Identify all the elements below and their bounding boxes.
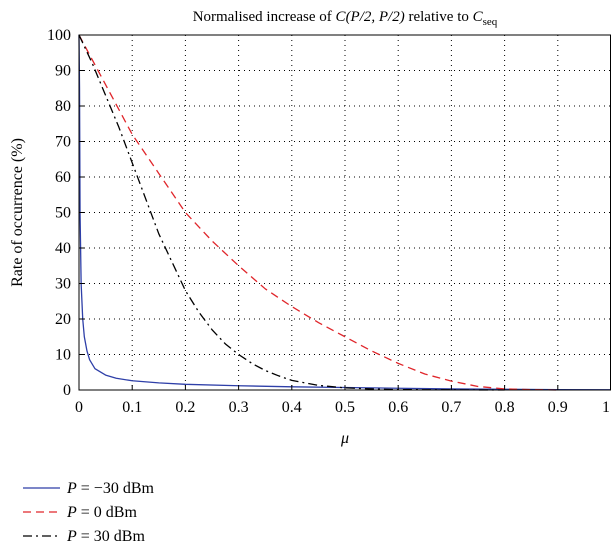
y-axis-label: Rate of occurrence (%) — [9, 138, 26, 287]
x-tick-label: 0.3 — [229, 399, 249, 416]
x-tick-label: 0.2 — [175, 399, 195, 416]
y-tick-label: 60 — [55, 169, 71, 186]
series-line-1 — [78, 34, 611, 391]
series-line-3 — [78, 34, 505, 391]
y-tick-label: 10 — [55, 347, 71, 364]
y-tick-label: 70 — [55, 134, 71, 151]
x-tick-label: 0.4 — [282, 399, 302, 416]
ticks: 0 0.1 0.2 0.3 0.4 0.5 0.6 0.7 0.8 0.9 101020304050… — [47, 27, 611, 416]
x-tick-label: 0.1 — [122, 399, 142, 416]
y-tick-label: 30 — [55, 276, 71, 293]
x-tick-label: 0.6 — [388, 399, 408, 416]
y-tick-label: 50 — [55, 205, 71, 222]
legend-label: P = −30 dBm — [66, 480, 155, 497]
y-tick-label: 100 — [47, 27, 71, 44]
chart-title-sub-base: C — [473, 9, 484, 25]
y-tick-label: 40 — [55, 240, 71, 257]
y-tick-label: 0 — [63, 382, 71, 399]
x-tick-label: 0.7 — [441, 399, 461, 416]
grid — [79, 35, 611, 390]
x-tick-label: 0.9 — [548, 399, 568, 416]
legend-label: P = 0 dBm — [66, 504, 137, 521]
chart-title-middle: relative to — [405, 9, 473, 25]
chart-title-func: C — [336, 9, 347, 25]
legend-label: P = 30 dBm — [66, 528, 145, 545]
series-line-2 — [78, 34, 558, 391]
chart-title-subscript: seq — [483, 16, 498, 28]
x-axis-label: μ — [340, 430, 349, 447]
chart-title: Normalised increase of C(P/2, P/2) relat… — [193, 9, 498, 28]
series-group — [78, 34, 611, 391]
chart-title-args: (P/2, P/2) — [346, 9, 405, 25]
y-tick-label: 20 — [55, 311, 71, 328]
legend: P = −30 dBm P = 0 dBm P = 30 dBm — [23, 480, 155, 545]
x-tick-label: 0.5 — [335, 399, 355, 416]
x-tick-label: 0 — [75, 399, 83, 416]
y-tick-label: 80 — [55, 98, 71, 115]
x-tick-label: 1 — [602, 399, 610, 416]
y-tick-label: 90 — [55, 63, 71, 80]
x-tick-label: 0.8 — [495, 399, 515, 416]
chart-title-prefix: Normalised increase of — [193, 9, 336, 25]
